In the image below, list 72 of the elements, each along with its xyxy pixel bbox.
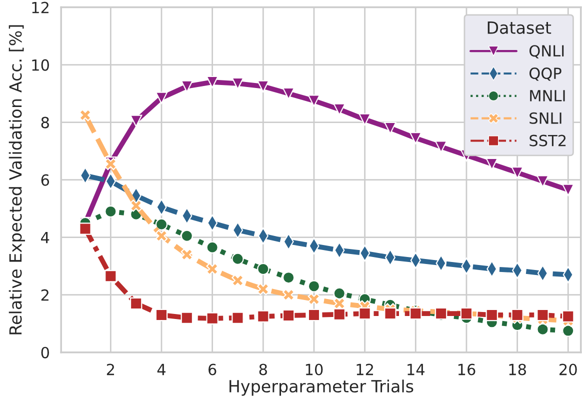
x-tick-label: 16 [458,364,476,376]
point [333,287,346,300]
point [511,166,524,179]
x-tick-label: 4 [157,364,166,376]
legend-label: SST2 [530,134,566,146]
point [562,184,574,196]
point [79,109,92,122]
point [257,80,270,92]
point [79,222,92,235]
y-tick-label: 6 [41,174,50,186]
point [155,218,168,230]
point [257,262,270,276]
x-tick-label: 18 [509,364,526,376]
legend-title: Dataset [488,22,552,34]
y-tick-label: 8 [41,116,49,128]
y-axis-title: Relative Expected Validation Acc. [%] [8,25,25,334]
y-tick-label: 0 [41,346,49,358]
x-tick-label: 6 [208,364,216,376]
point [308,293,320,306]
point [308,280,320,292]
point [206,241,218,254]
y-tick-label: 2 [41,289,48,301]
x-axis-title: Hyperparameter Trials [230,380,414,396]
y-tick-label: 4 [41,232,50,244]
point [232,274,244,287]
point [257,310,270,323]
point [384,307,396,320]
point [308,308,320,322]
legend-label: MNLI [530,90,565,102]
point [282,271,295,284]
legend-label: QNLI [529,45,564,58]
point [410,132,422,144]
point [155,308,168,322]
point [180,248,194,261]
point [104,205,117,218]
point [206,312,218,325]
point [206,262,218,276]
point [333,308,346,321]
point [155,230,168,242]
point [155,92,168,104]
point [130,114,142,127]
point [562,324,574,337]
y-tick-label: 12 [32,2,48,14]
point [282,288,295,301]
point [562,310,574,323]
x-tick-label: 8 [259,364,267,376]
point [358,307,371,320]
y-tick-label: 10 [32,59,49,71]
point [232,252,244,266]
legend-label: SNLI [530,112,562,124]
point [257,282,270,296]
point [104,270,117,282]
x-tick-label: 2 [106,364,114,376]
x-tick-label: 10 [306,364,323,376]
point [536,308,549,322]
point [511,308,524,322]
point [282,309,295,322]
legend-label: QQP [529,68,562,81]
x-tick-label: 14 [408,364,425,376]
point [180,230,194,242]
x-tick-label: 12 [356,364,374,376]
point [130,200,142,212]
point [333,297,346,310]
x-tick-label: 20 [560,364,577,376]
point [206,76,218,88]
point [410,307,422,320]
point [308,94,320,107]
point [536,323,549,336]
point [232,312,244,324]
point [180,312,194,324]
point [358,113,371,126]
point [130,297,142,310]
